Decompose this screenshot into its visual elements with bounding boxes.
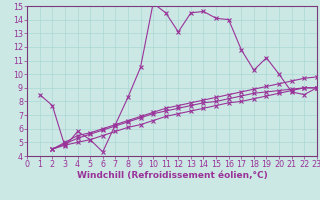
X-axis label: Windchill (Refroidissement éolien,°C): Windchill (Refroidissement éolien,°C) (76, 171, 268, 180)
